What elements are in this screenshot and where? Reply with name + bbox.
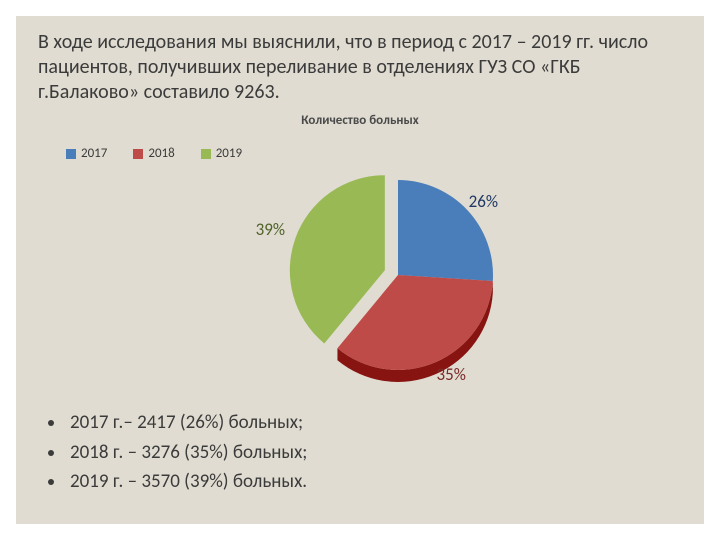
content-card: В ходе исследования мы выяснили, что в п… — [16, 16, 704, 524]
legend-item: 2018 — [133, 146, 174, 161]
legend-swatch — [133, 149, 143, 159]
chart-title: Количество больных — [38, 113, 682, 128]
legend-swatch — [201, 149, 211, 159]
bullet-item: 2019 г. – 3570 (39%) больных. — [66, 468, 682, 496]
legend-label: 2017 — [81, 146, 107, 161]
pie-chart: 26% 35% 39% — [38, 165, 682, 395]
legend-label: 2019 — [216, 146, 242, 161]
intro-text: В ходе исследования мы выяснили, что в п… — [38, 30, 682, 105]
bullet-item: 2018 г. – 3276 (35%) больных; — [66, 439, 682, 467]
legend-label: 2018 — [148, 146, 174, 161]
legend-item: 2017 — [66, 146, 107, 161]
chart-legend: 2017 2018 2019 — [66, 146, 682, 161]
slide: В ходе исследования мы выяснили, что в п… — [0, 0, 720, 540]
legend-item: 2019 — [201, 146, 242, 161]
pie-pct-label: 26% — [469, 191, 498, 212]
legend-swatch — [66, 149, 76, 159]
pie-pct-label: 39% — [256, 219, 285, 240]
pie-pct-label: 35% — [436, 364, 465, 385]
bullet-item: 2017 г.– 2417 (26%) больных; — [66, 409, 682, 437]
bullet-list: 2017 г.– 2417 (26%) больных; 2018 г. – 3… — [38, 409, 682, 496]
